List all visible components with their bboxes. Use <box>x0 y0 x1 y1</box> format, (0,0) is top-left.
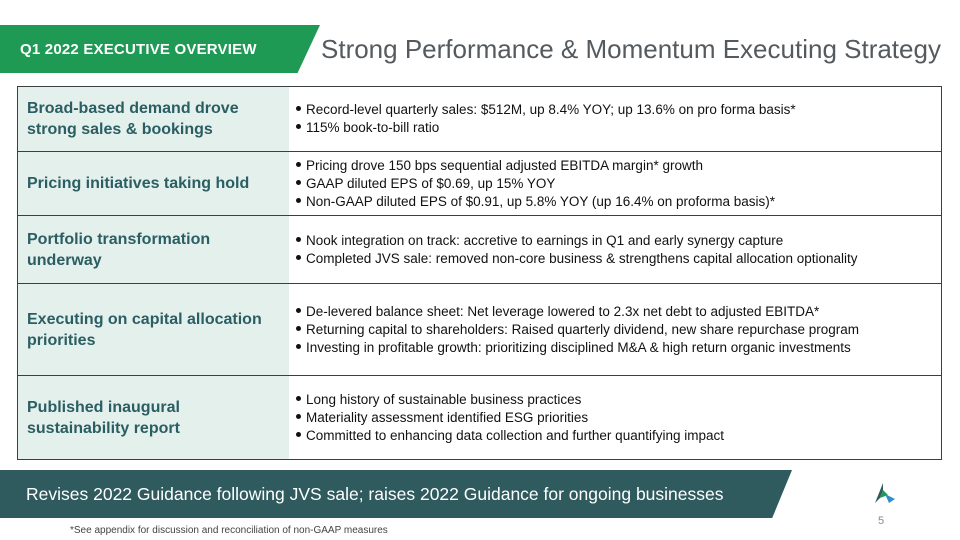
bullet-text: Pricing drove 150 bps sequential adjuste… <box>306 157 703 173</box>
bullet-item: 115% book-to-bill ratio <box>296 119 941 137</box>
bullet-item: Non-GAAP diluted EPS of $0.91, up 5.8% Y… <box>296 193 941 211</box>
table-row: Portfolio transformation underway Nook i… <box>18 216 941 284</box>
bullet-dot-icon <box>296 179 301 185</box>
bullet-dot-icon <box>296 413 301 419</box>
bullet-dot-icon <box>296 106 301 111</box>
bullet-item: Pricing drove 150 bps sequential adjuste… <box>296 157 941 175</box>
bullet-list: Record-level quarterly sales: $512M, up … <box>289 87 941 151</box>
bullet-item: Returning capital to shareholders: Raise… <box>296 321 941 339</box>
bullet-text: Completed JVS sale: removed non-core bus… <box>306 250 858 266</box>
bullet-text: Committed to enhancing data collection a… <box>306 427 724 443</box>
bullet-list: Pricing drove 150 bps sequential adjuste… <box>289 152 941 215</box>
bullet-list: Nook integration on track: accretive to … <box>289 216 941 283</box>
bullet-item: Record-level quarterly sales: $512M, up … <box>296 101 941 119</box>
bullet-dot-icon <box>296 325 301 331</box>
bullet-text: Nook integration on track: accretive to … <box>306 232 784 248</box>
guidance-banner-text: Revises 2022 Guidance following JVS sale… <box>26 483 724 504</box>
bullet-item: Completed JVS sale: removed non-core bus… <box>296 250 941 268</box>
bullet-dot-icon <box>296 124 301 129</box>
bullet-text: Record-level quarterly sales: $512M, up … <box>306 102 796 117</box>
row-label: Executing on capital allocation prioriti… <box>18 284 289 375</box>
footnote: *See appendix for discussion and reconci… <box>70 525 388 536</box>
section-tag-label: Q1 2022 EXECUTIVE OVERVIEW <box>20 40 257 58</box>
bullet-text: Investing in profitable growth: prioriti… <box>306 339 851 355</box>
bullet-text: De-levered balance sheet: Net leverage l… <box>306 303 820 319</box>
table-row: Published inaugural sustainability repor… <box>18 376 941 459</box>
overview-table: Broad-based demand drove strong sales & … <box>17 86 942 460</box>
bullet-text: Non-GAAP diluted EPS of $0.91, up 5.8% Y… <box>306 193 776 209</box>
bullet-item: Investing in profitable growth: prioriti… <box>296 339 941 357</box>
guidance-banner: Revises 2022 Guidance following JVS sale… <box>0 470 792 518</box>
page-number: 5 <box>878 515 885 527</box>
bullet-dot-icon <box>296 236 301 242</box>
bullet-item: Nook integration on track: accretive to … <box>296 232 941 250</box>
row-label: Portfolio transformation underway <box>18 216 289 283</box>
table-row: Broad-based demand drove strong sales & … <box>18 87 941 152</box>
bullet-text: Materiality assessment identified ESG pr… <box>306 409 589 425</box>
bullet-item: GAAP diluted EPS of $0.69, up 15% YOY <box>296 175 941 193</box>
bullet-text: 115% book-to-bill ratio <box>306 120 440 135</box>
bullet-dot-icon <box>296 197 301 203</box>
company-logo-icon <box>875 483 895 503</box>
bullet-text: Long history of sustainable business pra… <box>306 391 582 407</box>
bullet-dot-icon <box>296 431 301 437</box>
bullet-item: Long history of sustainable business pra… <box>296 391 941 409</box>
bullet-dot-icon <box>296 395 301 401</box>
bullet-item: Materiality assessment identified ESG pr… <box>296 409 941 427</box>
bullet-text: GAAP diluted EPS of $0.69, up 15% YOY <box>306 175 556 191</box>
row-label: Broad-based demand drove strong sales & … <box>18 87 289 151</box>
section-tag: Q1 2022 EXECUTIVE OVERVIEW <box>0 25 320 73</box>
bullet-item: Committed to enhancing data collection a… <box>296 427 941 445</box>
bullet-list: De-levered balance sheet: Net leverage l… <box>289 284 941 375</box>
bullet-item: De-levered balance sheet: Net leverage l… <box>296 303 941 321</box>
bullet-text: Returning capital to shareholders: Raise… <box>306 321 860 337</box>
bullet-dot-icon <box>296 343 301 349</box>
bullet-dot-icon <box>296 254 301 260</box>
table-row: Executing on capital allocation prioriti… <box>18 284 941 376</box>
table-row: Pricing initiatives taking hold Pricing … <box>18 152 941 216</box>
bullet-dot-icon <box>296 161 301 167</box>
row-label: Published inaugural sustainability repor… <box>18 376 289 459</box>
row-label: Pricing initiatives taking hold <box>18 152 289 215</box>
slide-title: Strong Performance & Momentum Executing … <box>321 34 941 64</box>
bullet-list: Long history of sustainable business pra… <box>289 376 941 459</box>
bullet-dot-icon <box>296 307 301 313</box>
